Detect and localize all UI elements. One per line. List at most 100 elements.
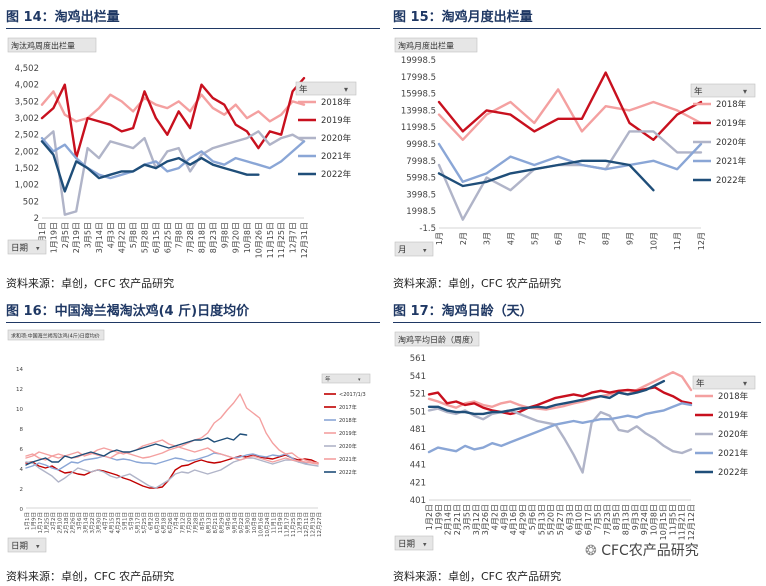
- x-tick-label: 2月19日: [72, 222, 81, 253]
- x-tick-label: 3月14日: [95, 222, 104, 253]
- field-label-text: 淘鸡平均日龄（周度）: [398, 335, 478, 345]
- x-tick-label: 2月18日: [63, 512, 70, 534]
- y-tick-label: 19998.5: [401, 56, 436, 66]
- legend-label-1: 2017年: [339, 404, 357, 411]
- source-note-14: 资料来源：卓创，CFC 农产品研究: [6, 277, 175, 290]
- y-tick-label: 4,002: [15, 81, 39, 91]
- x-tick-label: 10月8日: [243, 222, 252, 253]
- x-tick-label: 11月25日: [277, 222, 286, 258]
- x-tick-label: 11月15日: [266, 222, 275, 258]
- series-line-3: [437, 142, 703, 183]
- x-tick-label: 1月9日: [30, 512, 37, 530]
- x-tick-label: 4月2日: [491, 504, 500, 530]
- x-tick-label: 5月20日: [547, 504, 556, 535]
- x-tick-label: 8月18日: [197, 222, 206, 253]
- x-tick-label: 9月3日: [631, 504, 640, 530]
- x-tick-label: 5月28日: [141, 222, 150, 253]
- legend-label-1: 2019年: [321, 115, 352, 126]
- x-tick-label: 10月24日: [264, 512, 271, 537]
- x-tick-label: 2月: [459, 232, 468, 245]
- x-tick-label: 3月26日: [481, 504, 490, 535]
- x-tick-label: 5月17日: [134, 512, 141, 534]
- legend-label-6: 2022年: [339, 469, 357, 476]
- y-tick-label: 3,502: [15, 97, 39, 107]
- x-tick-label: 12月3日: [297, 512, 304, 534]
- x-tick-label: 5月1日: [121, 512, 128, 530]
- x-tick-label: 12月27日: [316, 512, 323, 537]
- legend-label-0: <2017/1/3: [339, 392, 366, 398]
- x-tick-label: 6月25日: [163, 222, 172, 253]
- y-tick-label: 0: [20, 507, 24, 513]
- legend: 年 ▾ 2018年 2019年 2020年 2021年 2022年: [295, 81, 357, 180]
- x-tick-label: 3月12日: [472, 504, 481, 535]
- y-tick-label: 3998.5: [406, 190, 436, 200]
- x-tick-label: 1月17日: [37, 512, 44, 534]
- x-tick-label: 2月10日: [56, 512, 63, 534]
- filter-icon: ▾: [743, 379, 747, 388]
- x-tick-label: 7月4日: [173, 512, 180, 530]
- legend-label-4: 2020年: [339, 443, 357, 450]
- filter-icon: ▾: [344, 85, 348, 94]
- panel-title-16: 图 16：中国海兰褐淘汰鸡(4 斤)日度均价: [6, 304, 250, 319]
- series-line-2: [40, 130, 306, 216]
- y-tick-label: 2,002: [15, 147, 39, 157]
- x-tick-label: 8月23日: [209, 222, 218, 253]
- panel-title-15: 图 15：淘鸡月度出栏量: [393, 10, 533, 25]
- x-tick-label: 3月14日: [82, 512, 89, 534]
- x-tick-label: 2月26日: [69, 512, 76, 534]
- y-tick-label: 502: [23, 197, 39, 207]
- field-label-text: 淘汰鸡周度出栏量: [11, 41, 75, 51]
- x-tick-label: 9月30日: [245, 512, 252, 534]
- x-tick-label: 8月5日: [612, 504, 621, 530]
- axis-filter-box: [7, 239, 47, 255]
- legend-label-1: 2019年: [716, 118, 747, 129]
- y-tick-label: 4,502: [15, 64, 39, 74]
- x-tick-label: 4月7日: [102, 512, 109, 530]
- series-line-2: [25, 452, 319, 471]
- axis-filter-label: 日期: [11, 244, 28, 254]
- x-tick-label: 9月22日: [238, 512, 245, 534]
- axis-filter-button: 月 ▾: [394, 241, 434, 257]
- x-tick-label: 9月: [626, 232, 635, 245]
- y-tick-label: 461: [410, 443, 426, 453]
- series-line-1: [40, 76, 306, 160]
- watermark: ❂ CFC农产品研究: [585, 540, 699, 560]
- axis-filter-arrow-icon: ▾: [423, 541, 427, 549]
- series-line-2: [437, 130, 703, 221]
- x-tick-label: 12月19日: [310, 512, 317, 537]
- legend-label-2: 2018年: [339, 417, 357, 424]
- x-tick-label: 7月28日: [193, 512, 200, 534]
- x-tick-label: 3月: [483, 232, 492, 245]
- y-tick-label: 1998.5: [406, 207, 436, 217]
- x-tick-label: 11月1日: [271, 512, 278, 534]
- x-tick-label: 1月25日: [43, 512, 50, 534]
- y-tick-label: 521: [410, 390, 426, 400]
- field-label-box: [394, 37, 478, 53]
- field-label-text: 淘鸡月度出栏量: [398, 41, 454, 51]
- legend-title: 年: [325, 375, 331, 383]
- x-tick-label: 1月1日: [24, 512, 31, 530]
- x-tick-label: 1月1日: [38, 222, 47, 248]
- legend-label-2: 2020年: [718, 429, 749, 440]
- legend-label-2: 2020年: [321, 133, 352, 144]
- y-tick-label: 8: [20, 427, 24, 433]
- panel-title-14: 图 14：淘鸡出栏量: [6, 10, 120, 25]
- filter-icon: ▾: [743, 87, 747, 96]
- x-tick-label: 12月7日: [289, 222, 298, 253]
- x-tick-label: 6月2日: [147, 512, 154, 530]
- source-note-17: 资料来源：卓创，CFC 农产品研究: [393, 570, 562, 583]
- x-tick-label: 12月11日: [303, 512, 310, 537]
- x-tick-label: 3月22日: [89, 512, 96, 534]
- axis-filter-button: 日期 ▾: [7, 537, 47, 553]
- x-tick-label: 8月5日: [199, 512, 206, 530]
- axis-filter-box: [394, 535, 434, 551]
- x-tick-label: 5月9日: [128, 512, 135, 530]
- title-rule-17: [393, 322, 761, 323]
- x-tick-label: 5月27日: [556, 504, 565, 535]
- x-tick-label: 3月6日: [76, 512, 83, 530]
- x-tick-label: 9月8日: [220, 222, 229, 248]
- x-tick-label: 4月16日: [509, 504, 518, 535]
- y-tick-label: 12: [16, 387, 23, 393]
- y-tick-label: 4: [20, 467, 24, 473]
- x-tick-label: 7月12日: [180, 512, 187, 534]
